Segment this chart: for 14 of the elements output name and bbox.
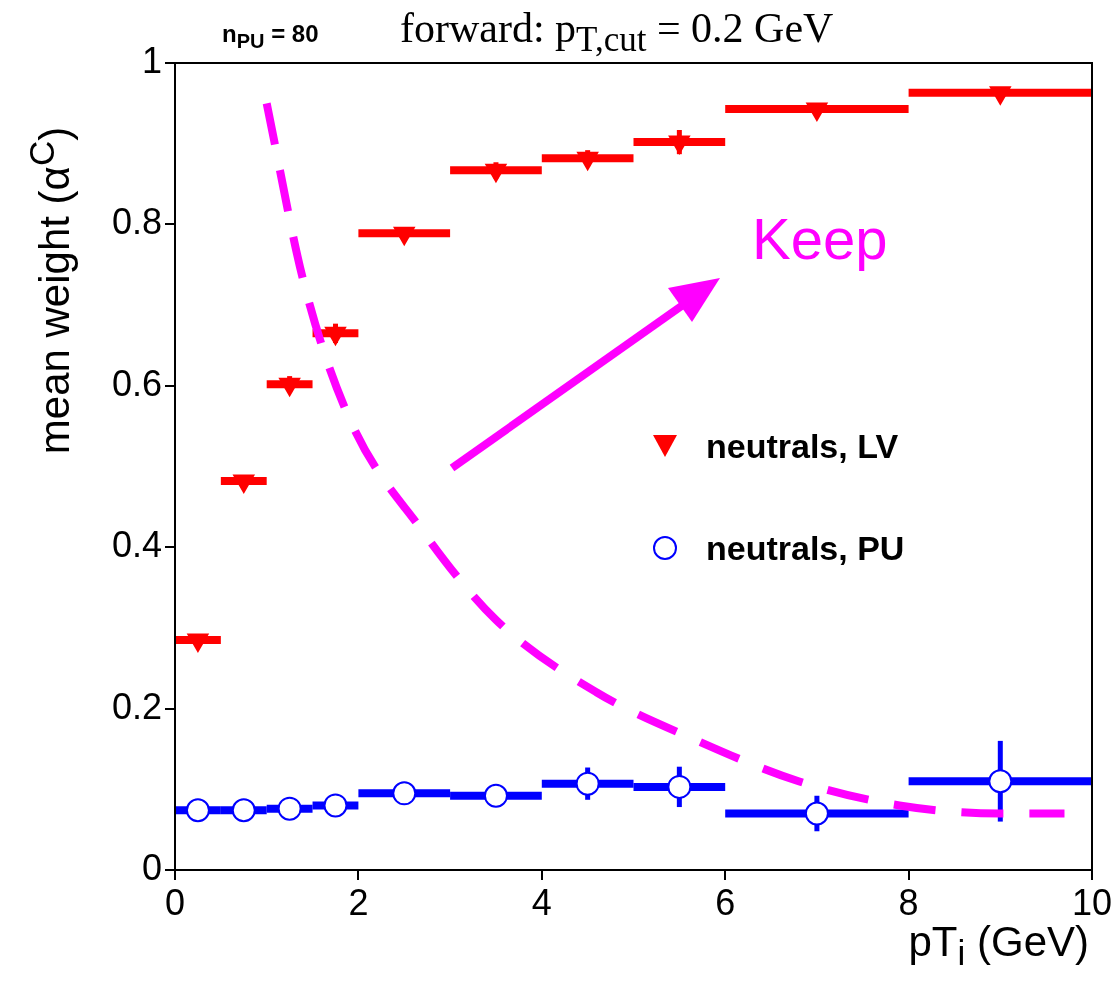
text: n$_{PU}$ = 80 — [222, 20, 319, 53]
x-tick-label: 2 — [348, 881, 369, 923]
y-tick-label: 0.4 — [111, 524, 162, 566]
legend-label: neutrals, PU — [706, 528, 905, 568]
y-tick-label: 1 — [141, 39, 162, 81]
x-tick-label: 6 — [715, 881, 736, 923]
chart-title: forward: p$_{T,cut}$ = 0.2 GeV — [400, 4, 834, 61]
y-tick-label: 0.2 — [111, 685, 162, 727]
y-tick-label: 0.8 — [111, 201, 162, 243]
annotation: Keep — [752, 205, 888, 272]
y-tick-label: 0 — [141, 846, 162, 888]
y-tick-label: 0.6 — [111, 362, 162, 404]
x-tick-label: 4 — [531, 881, 552, 923]
legend-label: neutrals, LV — [706, 426, 899, 466]
